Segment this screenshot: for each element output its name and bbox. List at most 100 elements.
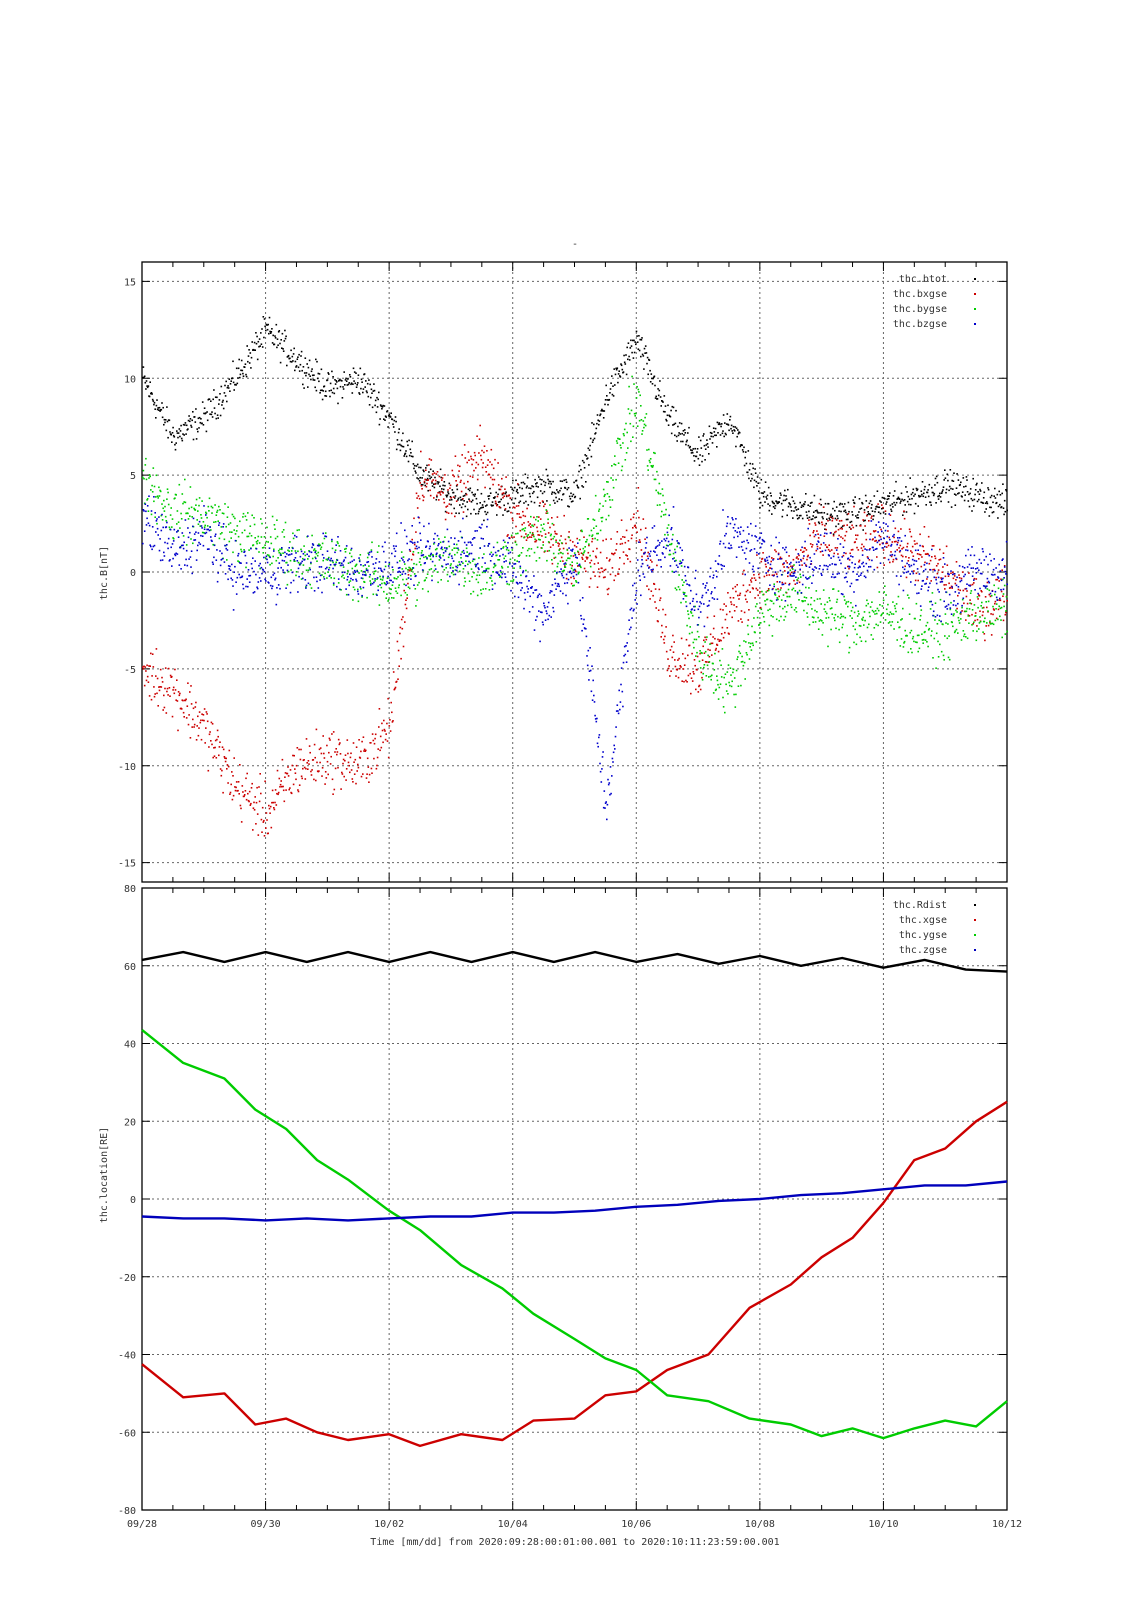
- point-thc.bygse-213: [273, 524, 276, 526]
- point-thc.bzgse-286: [318, 566, 321, 568]
- point-thc.btot-352: [359, 367, 362, 370]
- point-thc.btot-739: [598, 420, 601, 422]
- point-thc.bygse-1382: [995, 603, 998, 605]
- point-thc.bygse-40: [166, 488, 169, 490]
- point-thc.btot-723: [588, 449, 591, 451]
- point-thc.bygse-1183: [872, 611, 875, 613]
- point-thc.bzgse-30: [160, 529, 163, 532]
- point-thc.bxgse-1050: [790, 571, 793, 574]
- point-thc.btot-892: [693, 455, 695, 457]
- point-thc.btot-590: [506, 510, 509, 513]
- point-thc.bzgse-135: [225, 547, 227, 550]
- point-thc.bygse-603: [514, 541, 517, 544]
- point-thc.bygse-1141: [847, 605, 849, 608]
- point-thc.bxgse-296: [324, 771, 327, 773]
- point-thc.bygse-211: [272, 555, 274, 558]
- point-thc.bzgse-32: [161, 559, 164, 561]
- point-thc.bxgse-593: [508, 494, 510, 497]
- point-thc.bzgse-277: [313, 576, 315, 579]
- point-thc.bxgse-53: [174, 689, 177, 691]
- point-thc.bygse-1114: [830, 628, 832, 631]
- point-thc.bxgse-76: [189, 691, 191, 693]
- point-thc.bxgse-487: [442, 498, 445, 500]
- point-thc.bygse-463: [428, 554, 430, 557]
- point-thc.btot-221: [278, 330, 281, 332]
- point-thc.bygse-288: [319, 548, 322, 550]
- point-thc.bxgse-757: [609, 573, 612, 576]
- point-thc.bzgse-66: [182, 547, 185, 550]
- point-thc.bygse-483: [440, 579, 442, 581]
- point-thc.bygse-481: [439, 554, 441, 556]
- point-thc.bygse-143: [230, 537, 232, 539]
- point-thc.btot-397: [387, 426, 389, 428]
- point-thc.bygse-808: [641, 433, 643, 435]
- point-thc.btot-925: [713, 431, 716, 433]
- point-thc.bxgse-1164: [861, 543, 863, 546]
- point-thc.bzgse-323: [341, 571, 344, 574]
- point-thc.btot-929: [716, 446, 718, 448]
- point-thc.bzgse-71: [185, 549, 188, 552]
- point-thc.btot-1163: [860, 507, 863, 510]
- point-thc.bygse-1340: [969, 592, 972, 594]
- point-thc.bzgse-8: [146, 505, 149, 507]
- point-thc.btot-552: [483, 519, 485, 522]
- point-thc.btot-307: [331, 391, 334, 394]
- point-thc.bxgse-919: [709, 633, 712, 636]
- point-thc.bxgse-1075: [806, 558, 808, 561]
- point-thc.bygse-637: [535, 560, 538, 562]
- point-thc.bxgse-1099: [821, 521, 823, 524]
- point-thc.bygse-518: [462, 562, 464, 564]
- point-thc.bygse-357: [362, 565, 365, 567]
- point-thc.btot-834: [657, 388, 659, 390]
- point-thc.bxgse-1300: [945, 584, 947, 586]
- point-thc.bzgse-617: [523, 607, 525, 610]
- point-thc.btot-1227: [900, 500, 902, 502]
- point-thc.bygse-500: [450, 572, 453, 574]
- point-thc.btot-348: [357, 382, 359, 384]
- point-thc.bygse-267: [307, 558, 309, 560]
- point-thc.btot-1081: [809, 502, 812, 504]
- point-thc.bzgse-146: [232, 585, 234, 587]
- point-thc.bxgse-609: [518, 513, 520, 515]
- point-thc.btot-650: [543, 490, 546, 493]
- point-thc.bygse-1197: [881, 605, 884, 607]
- point-thc.bzgse-149: [234, 565, 236, 568]
- point-thc.btot-1186: [874, 508, 877, 510]
- point-thc.btot-499: [450, 503, 452, 506]
- point-thc.bygse-638: [536, 516, 538, 518]
- point-thc.btot-554: [484, 510, 486, 513]
- point-thc.bygse-854: [669, 553, 672, 556]
- point-thc.bxgse-206: [269, 812, 271, 814]
- point-thc.btot-89: [197, 430, 199, 433]
- point-thc.btot-1342: [971, 510, 973, 512]
- point-thc.bygse-1113: [829, 607, 832, 610]
- point-thc.bzgse-658: [548, 614, 551, 617]
- point-thc.btot-668: [554, 492, 557, 495]
- point-thc.bygse-473: [434, 564, 436, 567]
- point-thc.btot-726: [590, 455, 593, 458]
- point-thc.bygse-687: [566, 549, 569, 551]
- point-thc.bxgse-738: [598, 568, 600, 570]
- point-thc.bxgse-632: [532, 534, 535, 536]
- point-thc.btot-1188: [876, 505, 878, 508]
- point-thc.bzgse-6: [145, 524, 148, 526]
- point-thc.bzgse-4: [144, 503, 147, 505]
- point-thc.bxgse-770: [617, 573, 620, 575]
- point-thc.btot-130: [222, 399, 224, 402]
- point-thc.btot-1082: [810, 518, 813, 521]
- point-thc.bxgse-1080: [809, 534, 811, 537]
- point-thc.bygse-399: [388, 563, 391, 566]
- point-thc.bygse-283: [316, 554, 319, 557]
- point-thc.bxgse-699: [573, 544, 576, 547]
- point-thc.bygse-19: [153, 485, 156, 488]
- point-thc.bygse-310: [333, 577, 336, 580]
- point-thc.bxgse-824: [651, 561, 653, 563]
- point-thc.btot-1167: [863, 520, 865, 522]
- point-thc.bygse-1209: [889, 621, 891, 623]
- point-thc.btot-384: [379, 418, 381, 420]
- point-thc.btot-134: [224, 395, 227, 397]
- point-thc.btot-1297: [943, 479, 945, 481]
- point-thc.btot-344: [354, 382, 357, 385]
- point-thc.bzgse-299: [326, 550, 329, 552]
- point-thc.bxgse-1188: [876, 556, 878, 558]
